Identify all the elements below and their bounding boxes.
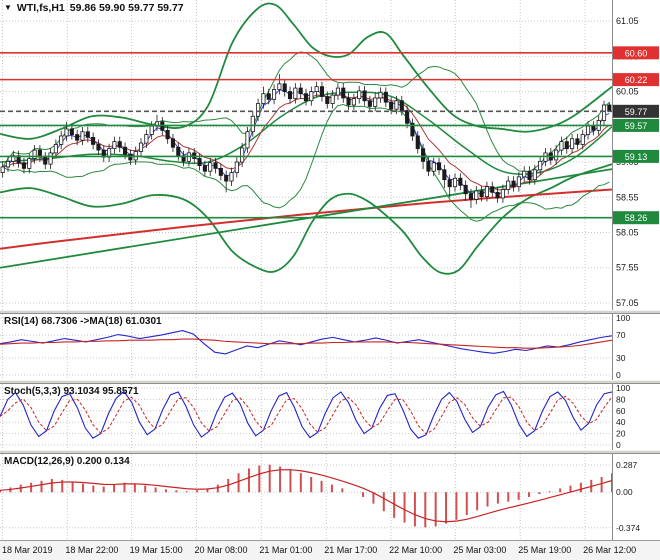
svg-text:61.05: 61.05: [616, 16, 639, 26]
time-axis-label: 18 Mar 22:00: [65, 545, 119, 555]
rsi-canvas[interactable]: 100 70 30 0: [0, 314, 660, 380]
band-lower: [0, 163, 613, 275]
panel-splitter-3[interactable]: [0, 450, 660, 454]
svg-text:100: 100: [616, 384, 630, 393]
svg-text:0: 0: [616, 370, 621, 380]
price-chart-canvas[interactable]: 61.0560.5560.0559.5559.0558.5558.0557.55…: [0, 0, 660, 310]
macd-canvas[interactable]: 0.287 0.00 -0.374: [0, 454, 660, 540]
svg-text:58.26: 58.26: [625, 213, 648, 223]
svg-text:57.05: 57.05: [616, 298, 639, 308]
svg-text:0: 0: [616, 440, 621, 450]
rsi-ma: [0, 338, 613, 349]
price-label-box: [613, 46, 659, 60]
svg-text:70: 70: [616, 330, 626, 340]
svg-text:-0.374: -0.374: [616, 523, 640, 533]
svg-text:20: 20: [616, 429, 626, 439]
band-upper: [0, 2, 613, 140]
svg-text:60.22: 60.22: [625, 75, 648, 85]
svg-text:58.55: 58.55: [616, 192, 639, 202]
price-axis-labels: 60.60 60.22 59.77 59.57 59.13 58.26: [613, 46, 659, 225]
time-axis-label: 25 Mar 03:00: [453, 545, 507, 555]
svg-text:0.00: 0.00: [616, 487, 633, 497]
time-axis-label: 26 Mar 12:00: [583, 545, 637, 555]
price-label-box: [613, 211, 659, 225]
candlesticks: [0, 73, 612, 208]
price-label-box: [613, 149, 659, 163]
band-mid: [0, 91, 613, 176]
svg-text:80: 80: [616, 394, 626, 404]
time-axis-label: 21 Mar 17:00: [324, 545, 378, 555]
panel-splitter-2[interactable]: [0, 380, 660, 384]
svg-text:40: 40: [616, 417, 626, 427]
rsi: [0, 329, 613, 355]
svg-text:100: 100: [616, 314, 630, 323]
price-chart-panel[interactable]: 61.0560.5560.0559.5559.0558.5558.0557.55…: [0, 0, 660, 310]
time-axis-label: 18 Mar 2019: [2, 545, 53, 555]
svg-text:59.13: 59.13: [625, 152, 648, 162]
time-axis-label: 22 Mar 10:00: [389, 545, 443, 555]
time-axis-label: 19 Mar 15:00: [129, 545, 183, 555]
price-label-box: [613, 104, 659, 118]
time-axis-label: 25 Mar 19:00: [518, 545, 572, 555]
stoch-k-signal: [0, 395, 613, 435]
panel-splitter-1[interactable]: [0, 310, 660, 314]
time-axis[interactable]: 18 Mar 2019 18 Mar 22:00 19 Mar 15:00 20 Ma…: [0, 540, 660, 560]
time-axis-label: 21 Mar 01:00: [259, 545, 313, 555]
svg-text:60.60: 60.60: [625, 48, 648, 58]
bb-inner-lower: [2, 103, 610, 222]
long-ma-red: [0, 188, 613, 250]
stochastic-panel[interactable]: 100 80 60 40 20 0 Stoch(5,3,3) 93.1034 95.857…: [0, 384, 660, 450]
svg-text:58.05: 58.05: [616, 228, 639, 238]
stoch-k: [0, 390, 613, 439]
price-label-box: [613, 73, 659, 87]
price-label-box: [613, 118, 659, 132]
svg-text:60.05: 60.05: [616, 87, 639, 97]
rsi-panel[interactable]: 100 70 30 0 RSI(14) 68.7306 ->MA(18) 61.030…: [0, 314, 660, 380]
time-axis-label: 20 Mar 08:00: [194, 545, 248, 555]
svg-text:59.57: 59.57: [625, 121, 648, 131]
macd-signal-line: [0, 469, 613, 523]
svg-text:59.77: 59.77: [625, 107, 648, 117]
macd-panel[interactable]: 0.287 0.00 -0.374 MACD(12,26,9) 0.200 0.13…: [0, 454, 660, 540]
svg-text:0.287: 0.287: [616, 460, 638, 470]
svg-text:30: 30: [616, 353, 626, 363]
svg-text:57.55: 57.55: [616, 263, 639, 273]
horizontal-levels: [0, 52, 612, 219]
symbol-dropdown-icon[interactable]: ▼: [4, 3, 12, 12]
svg-text:60: 60: [616, 406, 626, 416]
